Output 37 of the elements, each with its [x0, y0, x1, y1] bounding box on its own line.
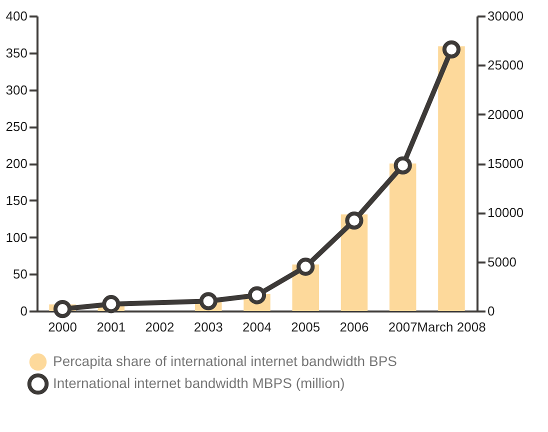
y-tick-label: 50: [13, 266, 28, 282]
y2-tick-label: 15000: [488, 156, 524, 171]
y2-tick-label: 20000: [488, 106, 524, 122]
y-tick-label: 350: [6, 45, 28, 60]
y2-tick-label: 30000: [488, 8, 524, 24]
y-tick-label: 100: [6, 230, 28, 245]
x-tick-label: 2005: [291, 320, 320, 334]
y-tick-label: 150: [6, 192, 28, 208]
y2-tick-label: 10000: [488, 205, 524, 220]
legend-label: Percapita share of international internet bandwidth BPS: [53, 353, 397, 369]
point: [296, 258, 315, 276]
x-tick-label: 2000: [48, 320, 77, 334]
y-tick-label: 0: [20, 304, 28, 318]
legend-label: International internet bandwidth MBPS (million): [53, 375, 345, 391]
point: [345, 211, 364, 230]
bar: [438, 46, 465, 311]
point: [53, 300, 72, 318]
y2-tick-label: 0: [488, 304, 495, 318]
x-tick-label: March 2008: [417, 320, 486, 334]
point: [248, 286, 266, 304]
x-tick-label: 2001: [96, 320, 126, 334]
x-tick-label: 2004: [242, 320, 272, 334]
y2-tick-label: 5000: [488, 254, 516, 270]
point: [199, 292, 218, 310]
point: [394, 156, 412, 175]
bar: [389, 164, 416, 311]
x-tick-label: 2002: [145, 320, 174, 334]
x-tick-label: 2007: [388, 320, 418, 334]
x-tick-label: 2003: [194, 320, 223, 334]
point: [102, 295, 120, 314]
y-tick-label: 400: [6, 8, 28, 24]
point: [442, 40, 461, 58]
y2-tick-label: 25000: [488, 58, 524, 73]
y-tick-label: 300: [6, 82, 28, 98]
y-tick-label: 200: [6, 156, 28, 171]
x-tick-label: 2006: [340, 320, 369, 334]
y-tick-label: 250: [6, 119, 28, 134]
